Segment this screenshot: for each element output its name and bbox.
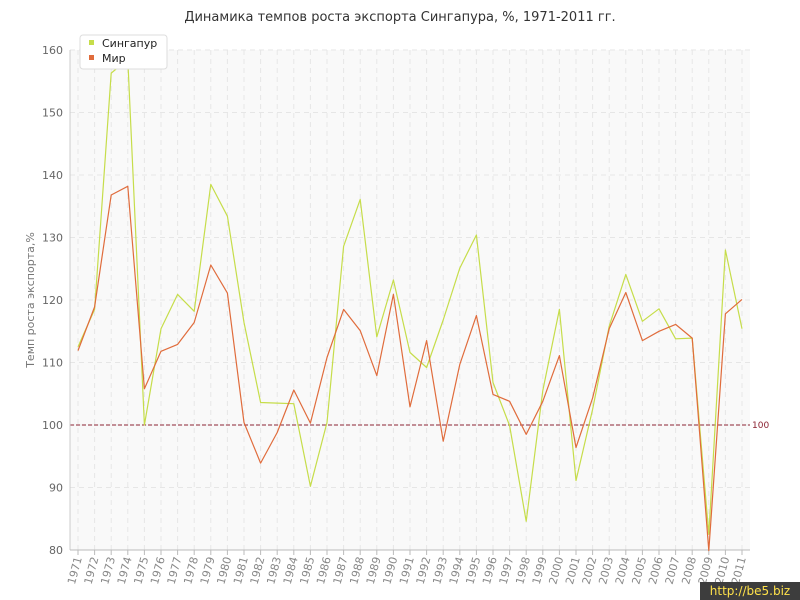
y-tick-label: 110 bbox=[42, 357, 63, 370]
y-tick-label: 140 bbox=[42, 169, 63, 182]
legend-swatch-singapore bbox=[89, 40, 94, 45]
series-line-singapore bbox=[77, 58, 743, 536]
watermark-link[interactable]: http://be5.biz bbox=[700, 582, 800, 600]
reference-label: 100 bbox=[752, 421, 769, 431]
series-line-world bbox=[77, 185, 743, 552]
chart-title: Динамика темпов роста экспорта Сингапура… bbox=[184, 10, 616, 25]
legend: Сингапур Мир bbox=[79, 34, 168, 70]
y-axis-title: Темп роста экспорта,% bbox=[24, 232, 37, 369]
gridlines bbox=[70, 49, 750, 551]
y-tick-label: 90 bbox=[49, 482, 63, 495]
legend-label-singapore: Сингапур bbox=[102, 37, 157, 50]
x-axis-ticks: 1971197219731974197519761977197819791980… bbox=[65, 550, 749, 586]
y-tick-label: 80 bbox=[49, 544, 63, 557]
y-tick-label: 160 bbox=[42, 44, 63, 57]
series-lines bbox=[77, 58, 743, 552]
legend-label-world: Мир bbox=[102, 52, 126, 65]
legend-box bbox=[79, 34, 168, 70]
y-tick-label: 100 bbox=[42, 419, 63, 432]
reference-line: 100 bbox=[70, 421, 769, 431]
legend-swatch-world bbox=[89, 55, 94, 60]
y-tick-label: 130 bbox=[42, 232, 63, 245]
y-axis-ticks: 80 90 100 110 120 130 140 150 160 bbox=[42, 44, 63, 557]
y-tick-label: 120 bbox=[42, 294, 63, 307]
y-tick-label: 150 bbox=[42, 107, 63, 120]
